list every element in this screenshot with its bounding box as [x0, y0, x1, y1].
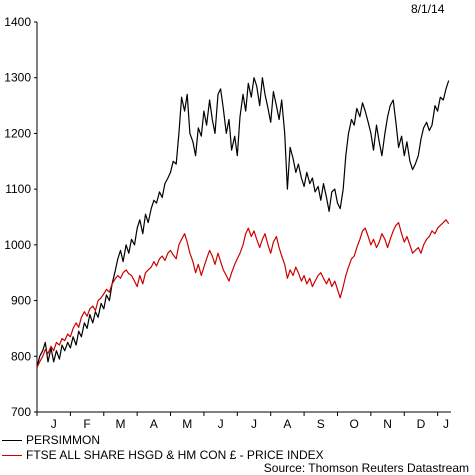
y-tick-label: 1400 [4, 15, 31, 29]
y-tick-label: 1300 [4, 71, 31, 85]
x-tick-label: S [317, 417, 325, 431]
legend-item-persimmon: PERSIMMON [2, 433, 100, 447]
series-line-persimmon [36, 77, 450, 368]
y-tick-label: 1100 [5, 182, 31, 196]
y-tick-label: 900 [11, 294, 31, 308]
chart-axes: 700 800 900 1000 1100 1200 1300 1400 J F M A M J J A S O N… [4, 15, 451, 431]
legend-swatch-persimmon [2, 439, 22, 441]
y-tick-label: 1200 [4, 126, 31, 140]
legend-label-ftse: FTSE ALL SHARE HSGD & HM CON £ - PRICE I… [26, 448, 324, 462]
source-note: Source: Thomson Reuters Datastream [263, 461, 469, 475]
x-tick-label: J [251, 417, 257, 431]
chart-series [36, 77, 450, 368]
date-stamp: 8/1/14 [411, 2, 445, 16]
x-tick-label: J [443, 417, 449, 431]
y-tick-label: 800 [11, 349, 31, 363]
x-tick-label: A [283, 417, 291, 431]
y-tick-label: 700 [11, 405, 31, 419]
legend-item-ftse: FTSE ALL SHARE HSGD & HM CON £ - PRICE I… [2, 448, 324, 462]
x-tick-label: F [83, 417, 90, 431]
x-tick-label: D [417, 417, 426, 431]
x-tick-label: A [150, 417, 158, 431]
legend-label-persimmon: PERSIMMON [26, 433, 101, 447]
y-tick-label: 1000 [4, 238, 31, 252]
x-tick-label: J [218, 417, 224, 431]
x-tick-label: O [350, 417, 359, 431]
x-tick-label: M [182, 417, 192, 431]
x-tick-label: J [51, 417, 57, 431]
x-tick-label: N [383, 417, 392, 431]
series-line-ftse [36, 219, 450, 368]
legend-swatch-ftse [2, 454, 22, 456]
x-tick-label: M [115, 417, 125, 431]
